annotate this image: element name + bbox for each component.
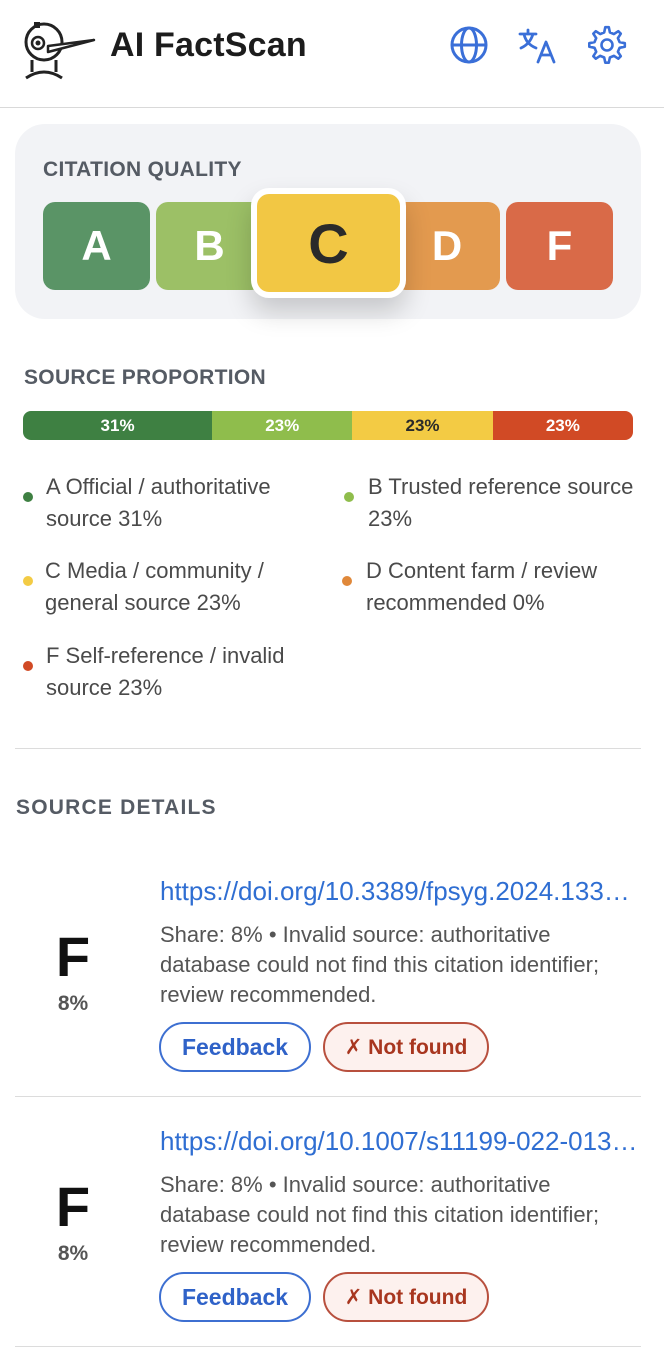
source-grade: F xyxy=(55,925,91,988)
row-divider xyxy=(15,1096,641,1097)
not-found-status-button[interactable]: ✗ Not found xyxy=(323,1272,489,1322)
legend-dot-a xyxy=(23,492,33,502)
source-item: F 8% https://doi.org/10.1007/s11199-022-… xyxy=(0,1100,664,1346)
legend-item-f: F Self-reference / invalid source 23% xyxy=(46,643,285,700)
source-proportion-label: SOURCE PROPORTION xyxy=(24,366,266,389)
legend-dot-d xyxy=(342,576,352,586)
source-percent: 8% xyxy=(57,1242,89,1265)
grade-c-selected: C xyxy=(251,188,406,298)
legend-dot-b xyxy=(344,492,354,502)
proportion-segment-b: 23% xyxy=(212,411,353,440)
source-url-link[interactable]: https://doi.org/10.3389/fpsyg.2024.13300… xyxy=(160,876,638,906)
logo-icon xyxy=(18,16,96,80)
grade-f: F xyxy=(506,202,613,290)
citation-quality-label: CITATION QUALITY xyxy=(43,158,242,181)
proportion-segment-a: 31% xyxy=(23,411,213,440)
row-divider xyxy=(15,1346,641,1347)
app-header: AI FactScan xyxy=(0,0,664,108)
legend-item-d: D Content farm / review recommended 0% xyxy=(366,558,598,615)
citation-quality-card: CITATION QUALITY A B D F C xyxy=(15,124,641,319)
proportion-bar: 31% 23% 23% 23% xyxy=(23,411,633,440)
source-details-label: SOURCE DETAILS xyxy=(16,796,217,819)
source-description: Share: 8% • Invalid source: authoritativ… xyxy=(160,1172,600,1257)
source-url-link[interactable]: https://doi.org/10.1007/s11199-022-01300… xyxy=(160,1126,638,1156)
feedback-button[interactable]: Feedback xyxy=(159,1022,311,1072)
legend-dot-c xyxy=(23,576,33,586)
app-title: AI FactScan xyxy=(110,26,307,64)
legend-dot-f xyxy=(23,661,33,671)
not-found-status-button[interactable]: ✗ Not found xyxy=(323,1022,489,1072)
feedback-button[interactable]: Feedback xyxy=(159,1272,311,1322)
source-grade: F xyxy=(55,1175,91,1238)
legend-item-c: C Media / community / general source 23% xyxy=(45,558,264,615)
source-item: F 8% https://doi.org/10.3389/fpsyg.2024.… xyxy=(0,850,664,1096)
section-divider xyxy=(15,748,641,749)
gear-icon[interactable] xyxy=(586,24,628,66)
globe-icon[interactable] xyxy=(448,24,490,66)
proportion-segment-c: 23% xyxy=(352,411,493,440)
translate-icon[interactable] xyxy=(516,24,558,66)
grade-a: A xyxy=(43,202,150,290)
legend-item-b: B Trusted reference source 23% xyxy=(368,474,634,531)
source-description: Share: 8% • Invalid source: authoritativ… xyxy=(160,922,600,1007)
source-percent: 8% xyxy=(57,992,89,1015)
proportion-segment-f: 23% xyxy=(492,411,633,440)
legend-item-a: A Official / authoritative source 31% xyxy=(46,474,271,531)
grade-d: D xyxy=(394,202,500,290)
grade-b: B xyxy=(156,202,263,290)
